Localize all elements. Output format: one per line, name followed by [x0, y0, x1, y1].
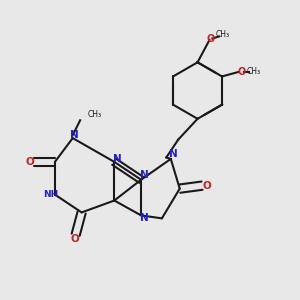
Text: N: N [169, 149, 178, 160]
Text: O: O [25, 157, 34, 167]
Text: N: N [140, 170, 148, 180]
Text: O: O [237, 67, 245, 77]
Text: O: O [71, 234, 80, 244]
Text: N: N [70, 130, 79, 140]
Text: CH₃: CH₃ [247, 68, 261, 76]
Text: CH₃: CH₃ [88, 110, 102, 119]
Text: N: N [113, 154, 122, 164]
Text: CH₃: CH₃ [216, 30, 230, 39]
Text: O: O [202, 181, 211, 191]
Text: NH: NH [43, 190, 58, 199]
Text: O: O [207, 34, 215, 44]
Text: N: N [140, 213, 148, 224]
